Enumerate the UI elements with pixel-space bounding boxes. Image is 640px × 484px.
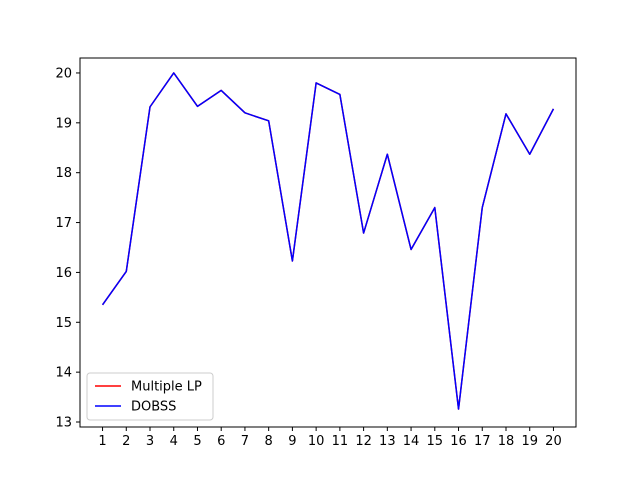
y-tick-label: 13 [55,416,72,431]
x-tick-label: 1 [98,434,106,449]
x-tick-label: 8 [265,434,273,449]
legend-box [86,372,214,421]
series-line-dobss [101,72,555,410]
x-tick-label: 3 [146,434,154,449]
x-tick-label: 19 [521,434,538,449]
x-tick-label: 7 [241,434,249,449]
series-lines [101,72,555,410]
y-tick-label: 16 [55,266,72,281]
x-tick-label: 17 [474,434,491,449]
x-tick-label: 20 [545,434,562,449]
x-tick-label: 6 [217,434,225,449]
x-tick-label: 16 [450,434,467,449]
x-tick-label: 18 [498,434,515,449]
x-tick-label: 10 [308,434,325,449]
y-tick-label: 17 [55,216,72,231]
x-tick-label: 2 [122,434,130,449]
y-tick-label: 14 [55,366,72,381]
plot-frame [79,57,577,428]
x-tick-label: 11 [332,434,349,449]
x-tick-label: 13 [379,434,396,449]
x-tick-label: 4 [170,434,178,449]
series-line-multiple-lp [101,72,555,410]
legend-label: Multiple LP [131,380,202,395]
y-tick-label: 20 [55,66,72,81]
y-tick-label: 19 [55,116,72,131]
x-axis-ticks: 1 2 3 4 5 6 7 8 9 10 11 12 13 14 15 16 17 18 19 20 [98,427,562,449]
x-tick-label: 5 [193,434,201,449]
y-tick-label: 15 [55,316,72,331]
x-tick-label: 12 [355,434,372,449]
x-tick-label: 9 [288,434,296,449]
x-tick-label: 15 [427,434,444,449]
y-axis-ticks: 13 14 15 16 17 18 19 20 [55,66,80,431]
x-tick-label: 14 [403,434,420,449]
legend: Multiple LP DOBSS [86,372,214,421]
y-tick-label: 18 [55,166,72,181]
legend-label: DOBSS [131,400,176,415]
